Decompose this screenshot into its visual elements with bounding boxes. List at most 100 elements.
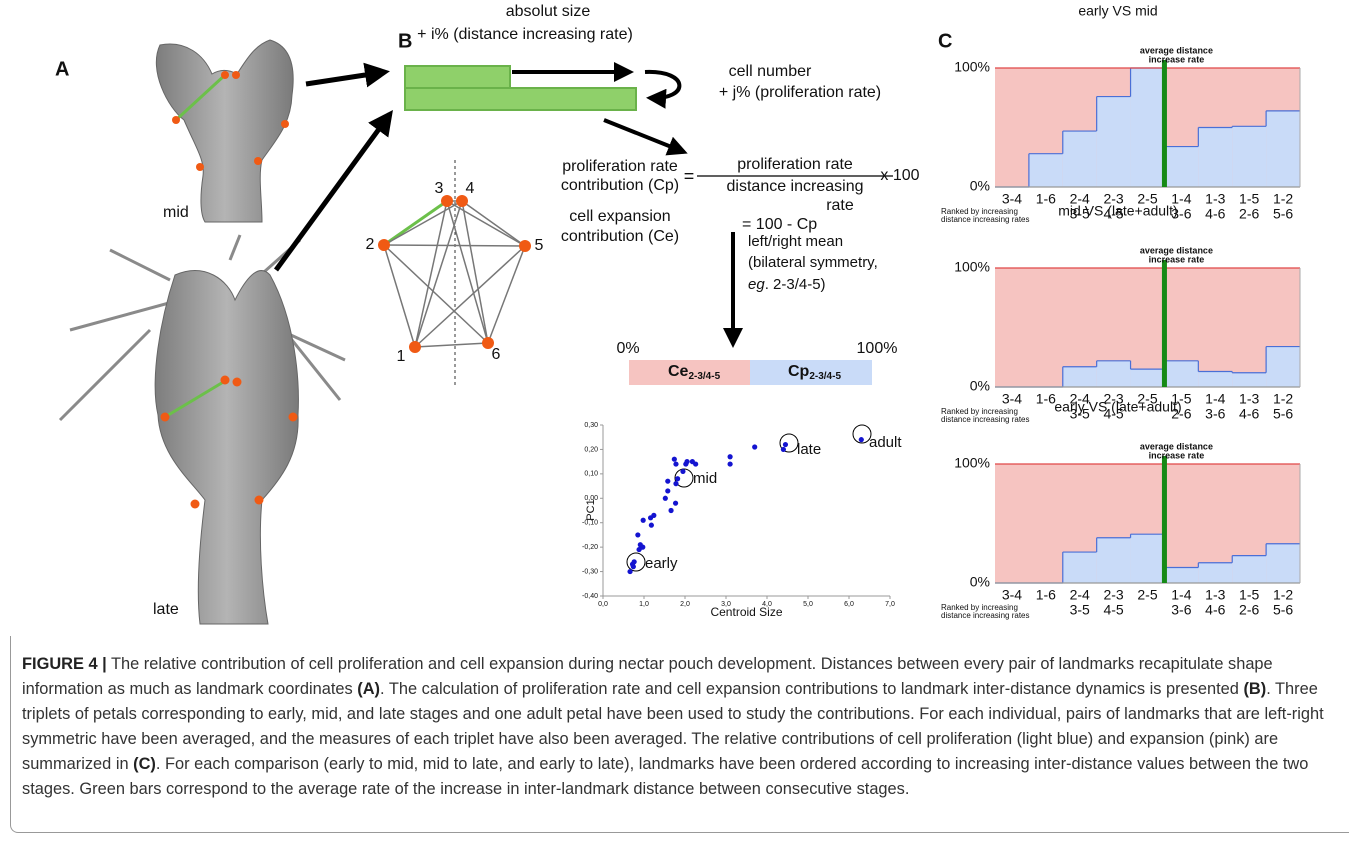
marker-label: increase rate bbox=[1149, 254, 1205, 264]
step-area bbox=[1164, 147, 1198, 187]
x-tick-label: 1-5 bbox=[1239, 191, 1259, 207]
point bbox=[668, 508, 673, 513]
x-tick-label: 4-6 bbox=[1205, 206, 1225, 222]
point bbox=[641, 518, 646, 523]
x-tick-label: 1-5 bbox=[1239, 587, 1259, 603]
step-area bbox=[1232, 556, 1266, 583]
node-label: 3 bbox=[435, 180, 444, 197]
point bbox=[728, 454, 733, 459]
label: cell number bbox=[729, 63, 812, 80]
point bbox=[627, 569, 632, 574]
size-bar bbox=[405, 66, 510, 88]
step-area bbox=[1097, 97, 1131, 187]
label: eg. 2-3/4-5) bbox=[748, 276, 826, 293]
point bbox=[631, 564, 636, 569]
point bbox=[648, 515, 653, 520]
x-tick-label: 1-6 bbox=[1036, 587, 1056, 603]
stage-label: mid bbox=[163, 204, 189, 221]
graph-edge bbox=[384, 245, 525, 246]
label: . 2-3/4-5) bbox=[765, 276, 826, 293]
graph-edge bbox=[415, 343, 488, 347]
node-label: 2 bbox=[366, 236, 375, 253]
x-tick-label: 2-6 bbox=[1239, 602, 1259, 618]
caption-text: . For each comparison (early to mid, mid… bbox=[22, 755, 1308, 798]
bar-label-sub: 2-3/4-5 bbox=[688, 371, 720, 382]
point bbox=[638, 542, 643, 547]
y-tick-label: 0% bbox=[970, 378, 990, 394]
graph-node bbox=[519, 240, 531, 252]
point bbox=[632, 559, 637, 564]
annotation: late bbox=[797, 441, 821, 458]
chart-title: mid VS (late+adult) bbox=[1058, 203, 1177, 219]
x-tick-label: 7,0 bbox=[885, 601, 895, 608]
x-tick-label: 4-6 bbox=[1205, 602, 1225, 618]
x-tick-label: 1,0 bbox=[639, 601, 649, 608]
y-tick-label: -0,30 bbox=[582, 568, 598, 575]
step-area bbox=[1063, 131, 1097, 187]
chart-title: early VS mid bbox=[1078, 3, 1157, 19]
x-tick-label: 6,0 bbox=[844, 601, 854, 608]
figure-art: AmidlateBCabsolut size+ i% (distance inc… bbox=[0, 0, 1358, 640]
label: cell expansion bbox=[569, 208, 670, 225]
step-area bbox=[1131, 534, 1165, 583]
x-tick-label: 1-3 bbox=[1205, 191, 1225, 207]
x-tick-label: 4-5 bbox=[1103, 602, 1123, 618]
point bbox=[781, 447, 786, 452]
point bbox=[672, 457, 677, 462]
x-tick-label: 1-2 bbox=[1273, 587, 1293, 603]
x-tick-label: 1-4 bbox=[1171, 587, 1191, 603]
label: x 100 bbox=[880, 167, 919, 184]
step-area bbox=[1097, 538, 1131, 583]
label: rate bbox=[826, 197, 854, 214]
step-area bbox=[1266, 347, 1300, 387]
x-tick-label: 2-5 bbox=[1137, 587, 1157, 603]
bar-label: Cp bbox=[788, 363, 810, 380]
step-area bbox=[1029, 154, 1063, 187]
label: distance increasing bbox=[727, 178, 864, 195]
graph-edge bbox=[462, 201, 525, 246]
petal-mid-image bbox=[156, 40, 293, 222]
caption-label: FIGURE 4 | bbox=[22, 655, 107, 673]
point bbox=[752, 444, 757, 449]
caption-ref: (C) bbox=[133, 755, 156, 773]
point bbox=[680, 469, 685, 474]
arrow bbox=[306, 72, 385, 84]
y-tick-label: 100% bbox=[954, 59, 990, 75]
point bbox=[665, 488, 670, 493]
step-area bbox=[1164, 568, 1198, 583]
node-label: 1 bbox=[397, 348, 406, 365]
label: proliferation rate bbox=[737, 156, 853, 173]
x-tick-label: 2-3 bbox=[1103, 587, 1123, 603]
panel-label: A bbox=[55, 58, 69, 80]
annotation: mid bbox=[693, 470, 717, 487]
marker-label: increase rate bbox=[1149, 450, 1205, 460]
marker-label: increase rate bbox=[1149, 54, 1205, 64]
arrow bbox=[645, 72, 679, 98]
step-area bbox=[1131, 68, 1165, 187]
graph-edge bbox=[415, 201, 447, 347]
step-area bbox=[1198, 563, 1232, 583]
label: + i% (distance increasing rate) bbox=[417, 26, 633, 43]
graph-node bbox=[378, 239, 390, 251]
arrow bbox=[604, 120, 684, 152]
y-tick-label: 0,20 bbox=[584, 446, 598, 453]
x-tick-label: 3-6 bbox=[1171, 602, 1191, 618]
point bbox=[783, 442, 788, 447]
x-tick-label: 5-6 bbox=[1273, 206, 1293, 222]
x-tick-label: 1-6 bbox=[1036, 391, 1056, 407]
step-area bbox=[1131, 369, 1165, 387]
x-tick-label: 3-4 bbox=[1002, 191, 1022, 207]
x-tick-label: 4-6 bbox=[1239, 406, 1259, 422]
point bbox=[663, 496, 668, 501]
x-tick-label: 0,0 bbox=[598, 601, 608, 608]
x-tick-label: 1-6 bbox=[1036, 191, 1056, 207]
step-area bbox=[1164, 361, 1198, 387]
label: proliferation rate bbox=[562, 158, 678, 175]
point bbox=[649, 523, 654, 528]
point bbox=[684, 459, 689, 464]
point bbox=[693, 461, 698, 466]
y-tick-label: 0% bbox=[970, 574, 990, 590]
node-label: 6 bbox=[492, 346, 501, 363]
step-area bbox=[1198, 372, 1232, 387]
x-tick-label: 5-6 bbox=[1273, 406, 1293, 422]
